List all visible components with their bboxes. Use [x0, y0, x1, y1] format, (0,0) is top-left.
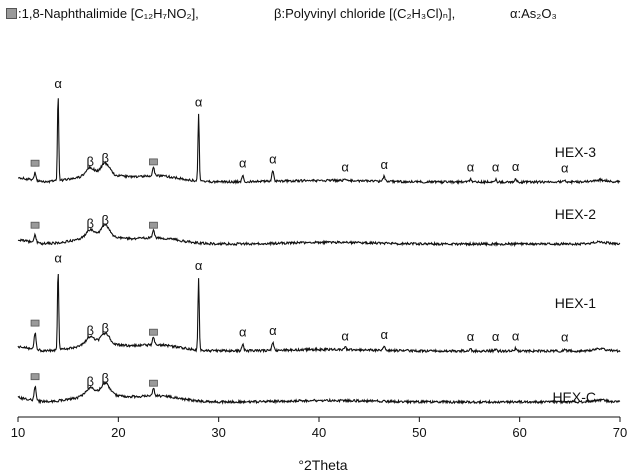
alpha-marker-hex-1-1: α	[54, 250, 62, 265]
square-marker-hex-1-4	[149, 329, 157, 335]
square-marker-hex-3-4	[149, 159, 157, 165]
alpha-marker-hex-3-11: α	[492, 159, 500, 174]
beta-marker-hex-1-2: β	[86, 323, 93, 338]
alpha-marker-hex-1-8: α	[341, 328, 349, 343]
series-label-hex-3: HEX-3	[555, 144, 596, 160]
series-line-hex-2	[18, 224, 620, 245]
beta-marker-hex-c-1: β	[86, 374, 93, 389]
alpha-marker-hex-3-8: α	[341, 159, 349, 174]
alpha-marker-hex-1-13: α	[561, 330, 569, 345]
square-marker-hex-1-0	[31, 320, 39, 326]
square-marker-hex-2-0	[31, 222, 39, 228]
alpha-marker-hex-1-5: α	[195, 258, 203, 273]
x-tick-label-50: 50	[412, 425, 426, 440]
beta-marker-hex-2-1: β	[86, 216, 93, 231]
x-tick-label-10: 10	[11, 425, 25, 440]
series-line-hex-c	[18, 383, 620, 404]
x-tick-label-40: 40	[312, 425, 326, 440]
square-marker-hex-2-3	[149, 222, 157, 228]
alpha-marker-hex-1-10: α	[467, 329, 475, 344]
square-marker-hex-c-3	[149, 380, 157, 386]
alpha-marker-hex-1-6: α	[239, 325, 247, 340]
x-tick-label-70: 70	[613, 425, 627, 440]
beta-marker-hex-c-2: β	[102, 370, 109, 385]
square-marker-hex-3-0	[31, 160, 39, 166]
x-tick-label-30: 30	[211, 425, 225, 440]
alpha-marker-hex-1-12: α	[512, 328, 520, 343]
alpha-marker-hex-1-11: α	[492, 329, 500, 344]
alpha-marker-hex-3-1: α	[54, 76, 62, 91]
beta-marker-hex-1-3: β	[102, 321, 109, 336]
alpha-marker-hex-1-7: α	[269, 323, 277, 338]
alpha-marker-hex-3-5: α	[195, 94, 203, 109]
x-axis-label: °2Theta	[298, 457, 347, 473]
alpha-marker-hex-3-12: α	[512, 159, 520, 174]
series-label-hex-1: HEX-1	[555, 295, 596, 311]
beta-marker-hex-3-3: β	[102, 150, 109, 165]
series-line-hex-3	[18, 98, 620, 183]
series-line-hex-1	[18, 274, 620, 352]
x-tick-label-60: 60	[512, 425, 526, 440]
alpha-marker-hex-3-6: α	[239, 156, 247, 171]
series-label-hex-c: HEX-C	[552, 389, 596, 405]
alpha-marker-hex-3-9: α	[380, 157, 388, 172]
x-tick-label-20: 20	[111, 425, 125, 440]
alpha-marker-hex-3-7: α	[269, 152, 277, 167]
series-label-hex-2: HEX-2	[555, 206, 596, 222]
alpha-marker-hex-3-13: α	[561, 161, 569, 176]
square-marker-hex-c-0	[31, 374, 39, 380]
beta-marker-hex-2-2: β	[102, 212, 109, 227]
alpha-marker-hex-1-9: α	[380, 327, 388, 342]
alpha-marker-hex-3-10: α	[467, 159, 475, 174]
beta-marker-hex-3-2: β	[86, 154, 93, 169]
